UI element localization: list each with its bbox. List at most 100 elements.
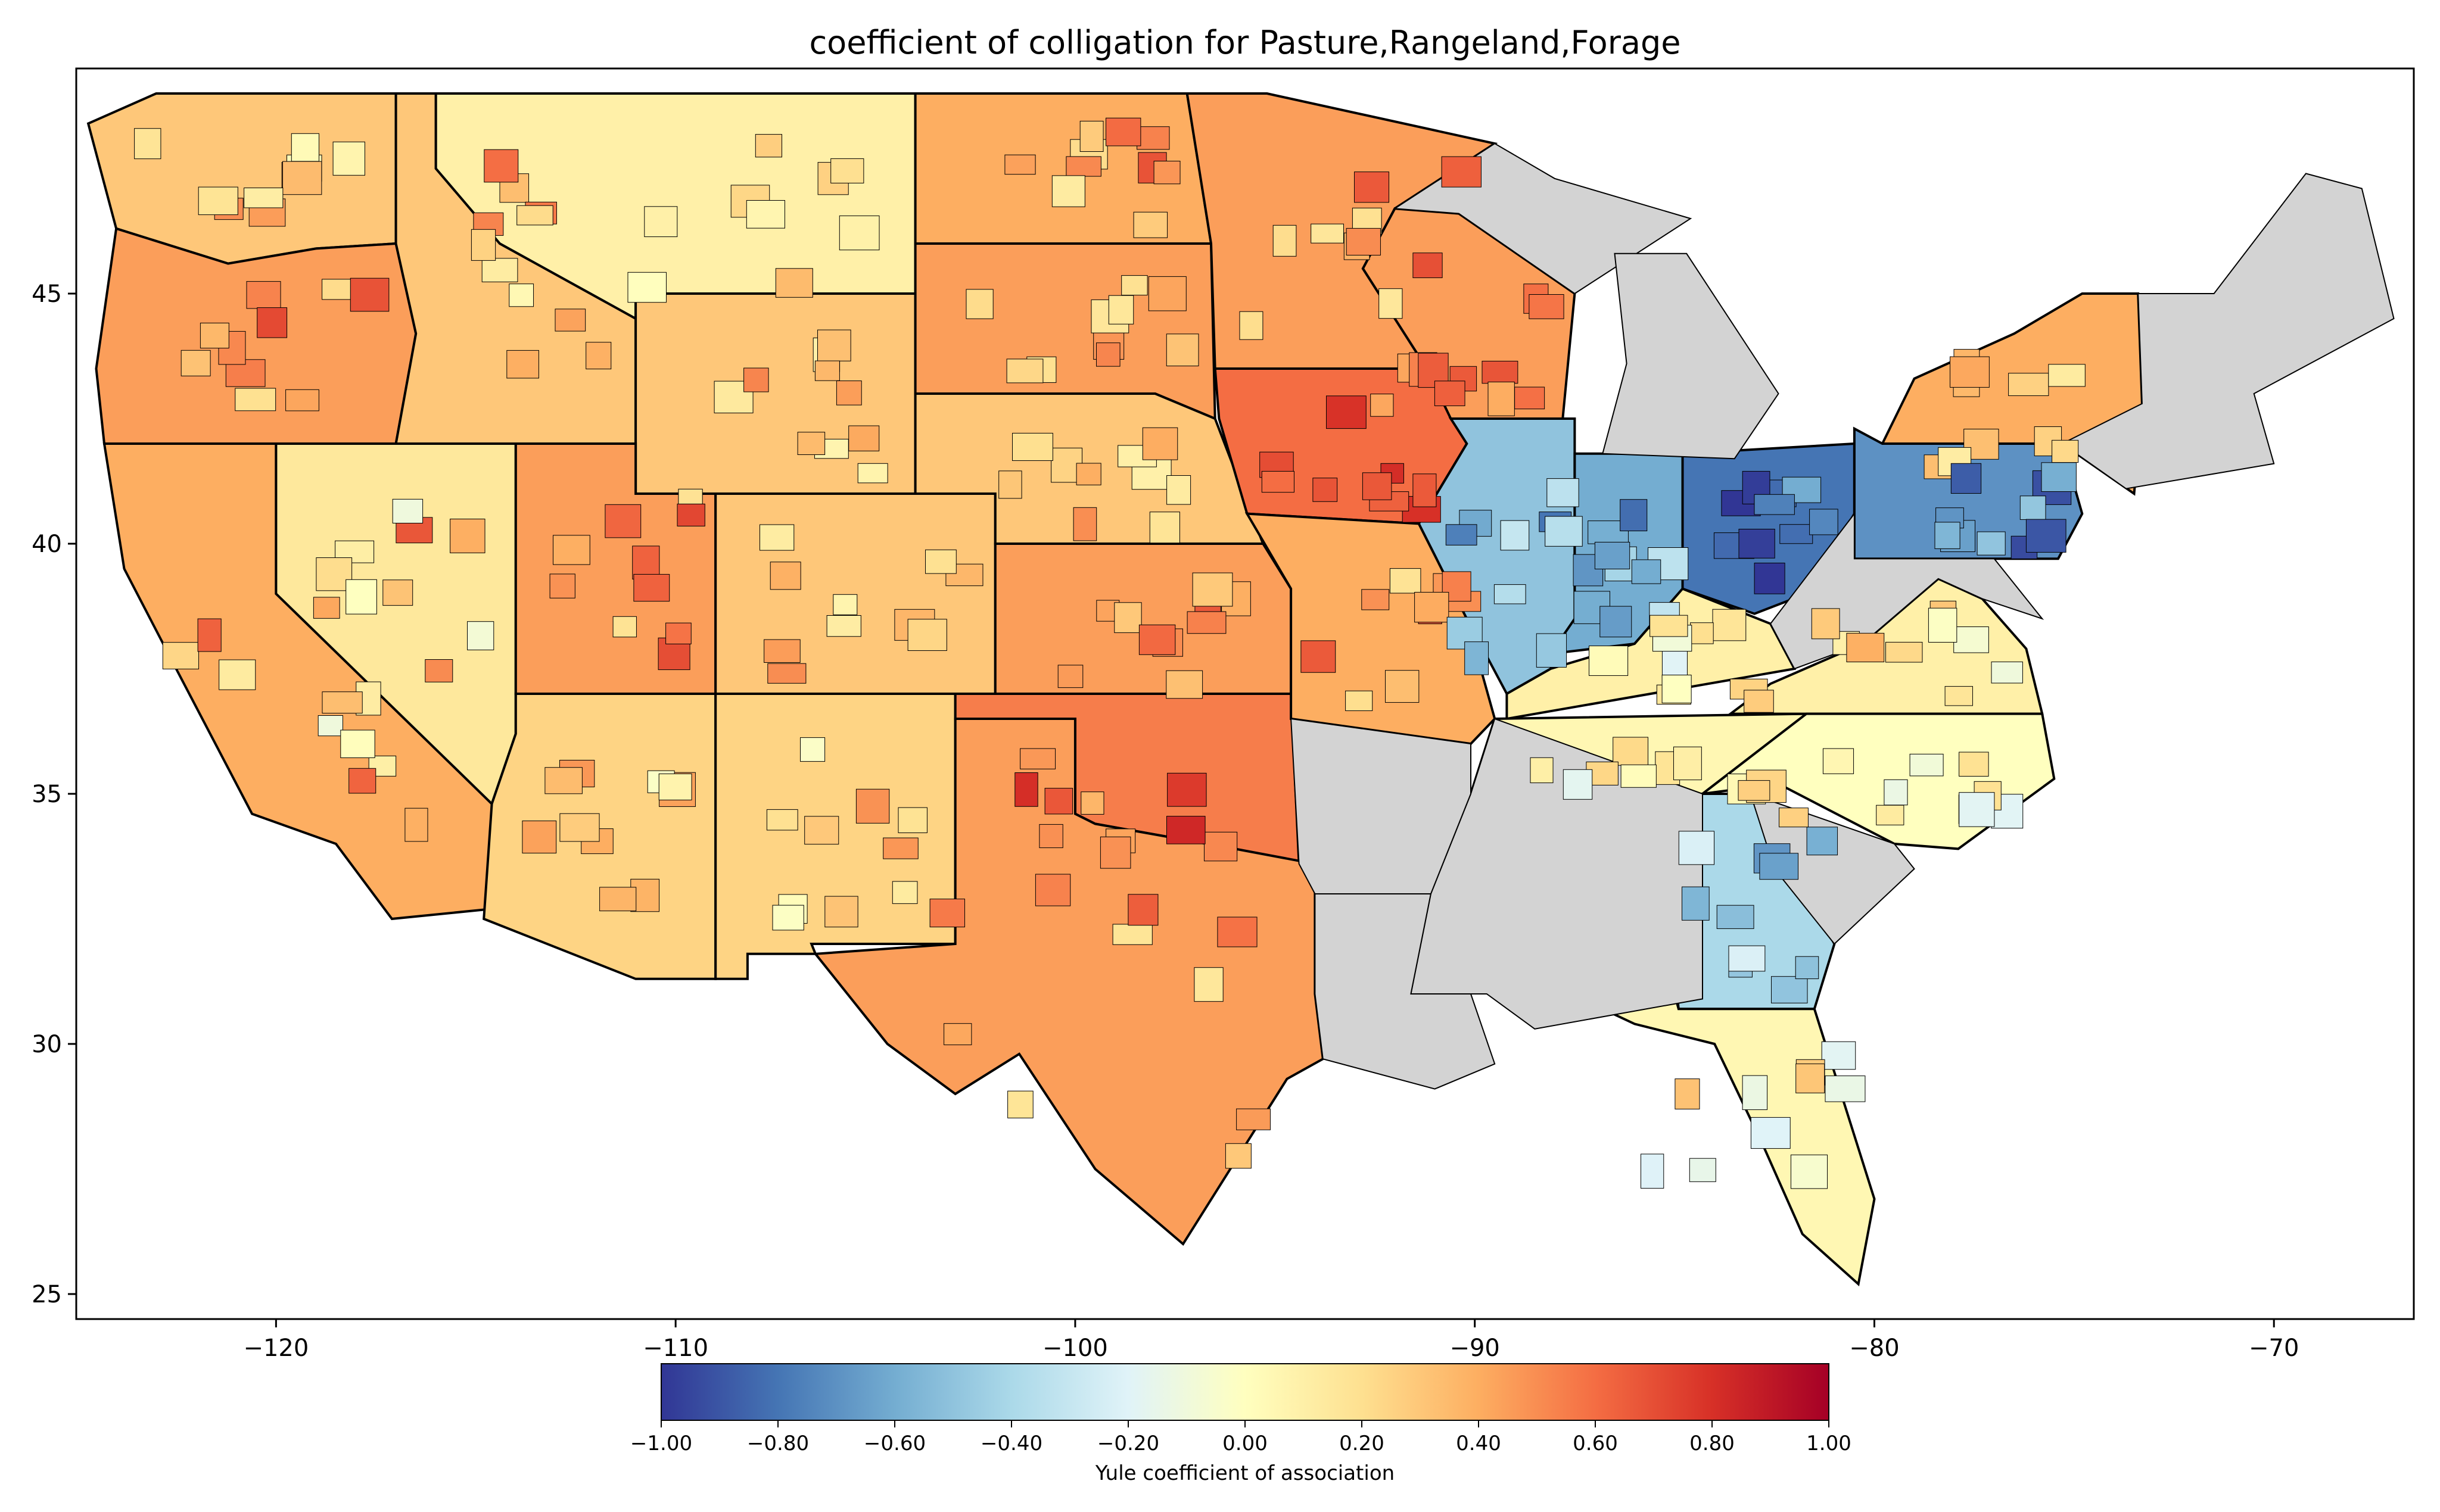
county-patch [1738, 529, 1775, 559]
colorbar-tick-label: 1.00 [1806, 1432, 1851, 1455]
county-patch [1108, 295, 1134, 325]
x-tick-label: −90 [1449, 1335, 1499, 1362]
county-patch [1354, 172, 1390, 203]
colorbar-tick-label: −0.40 [981, 1432, 1042, 1455]
county-patch [1142, 427, 1178, 460]
colorbar-tick-label: 0.20 [1339, 1432, 1384, 1455]
county-patch [1977, 531, 2006, 556]
y-tick-label: 45 [32, 280, 62, 308]
county-patch [1742, 1075, 1768, 1110]
county-patch [1950, 463, 1982, 494]
state-region-texas [813, 718, 1324, 1246]
county-patch [1493, 584, 1526, 604]
y-axis-ticks: 25 30 35 40 45 [32, 280, 76, 1308]
county-patch [318, 715, 343, 737]
state-regions [86, 92, 2395, 1287]
county-patch [1563, 769, 1593, 800]
county-patch [1909, 753, 1944, 777]
county-patch [197, 618, 222, 652]
county-patch [1006, 358, 1044, 384]
county-patch [848, 425, 880, 451]
county-patch [1759, 853, 1799, 880]
county-patch [1950, 356, 1990, 388]
county-patch [586, 342, 612, 370]
county-patch [1546, 478, 1579, 507]
county-patch [677, 503, 705, 526]
county-patch [1272, 225, 1297, 257]
county-patch [1004, 154, 1036, 175]
county-patch [1822, 748, 1854, 774]
x-tick-label: −120 [243, 1335, 309, 1362]
y-tick-label: 30 [32, 1031, 62, 1058]
county-patch [1114, 602, 1142, 633]
county-patch [1991, 794, 2024, 829]
county-patch [481, 258, 518, 282]
county-patch [1300, 640, 1336, 673]
county-patch [633, 573, 670, 602]
county-patch [1225, 1143, 1252, 1169]
county-patch [549, 573, 575, 598]
county-patch [1414, 592, 1449, 623]
county-patch [817, 329, 851, 361]
county-patch [1166, 816, 1206, 844]
county-patch [506, 350, 539, 379]
county-patch [767, 663, 807, 684]
county-patch [553, 535, 590, 565]
county-patch [1716, 905, 1754, 929]
county-patch [1378, 288, 1403, 319]
county-patch [658, 773, 692, 800]
county-patch [2019, 495, 2046, 520]
county-patch [1589, 646, 1629, 676]
county-patch [1261, 470, 1294, 493]
county-patch [1744, 690, 1774, 713]
county-patch [348, 768, 376, 794]
county-patch [235, 388, 276, 411]
county-patch [1035, 874, 1071, 906]
county-patch [1312, 478, 1338, 502]
county-patch [1795, 1063, 1825, 1093]
county-patch [814, 360, 840, 381]
county-patch [404, 808, 428, 842]
county-patch [1012, 432, 1053, 461]
county-patch [322, 691, 363, 714]
county-patch [1217, 916, 1258, 947]
county-patch [134, 128, 161, 160]
county-patch [1809, 509, 1838, 535]
county-patch [1166, 670, 1203, 699]
axes-frame [75, 67, 2415, 1320]
no-data-region [1290, 718, 1471, 894]
county-patch [2041, 462, 2077, 492]
colorbar-ticks: −1.00 −0.80 −0.60 −0.40 −0.20 0.00 0.20 0.40 0.6… [630, 1420, 1851, 1455]
county-patch [770, 562, 801, 590]
county-patch [2008, 373, 2049, 396]
county-patch [257, 307, 288, 338]
county-patch [1806, 827, 1838, 856]
county-patch [898, 807, 928, 833]
county-patch [544, 767, 583, 794]
county-patch [1811, 608, 1840, 640]
county-patch [892, 881, 918, 904]
county-patch [1821, 1041, 1856, 1070]
colorbar: −1.00 −0.80 −0.60 −0.40 −0.20 0.00 0.20 0.40 0.6… [630, 1363, 1851, 1485]
colorbar-tick-label: −0.60 [864, 1432, 926, 1455]
county-patch [755, 134, 783, 158]
county-patch [1959, 752, 1989, 777]
x-tick-label: −100 [1042, 1335, 1108, 1362]
county-patch [966, 289, 994, 319]
county-patch [1112, 924, 1153, 945]
county-patch [1991, 661, 2023, 684]
county-patch [1771, 976, 1808, 1003]
county-patch [1673, 746, 1702, 781]
state-region-oregon [95, 227, 418, 445]
county-patch [1166, 333, 1199, 367]
county-patch [1885, 641, 1923, 663]
county-patch [392, 498, 424, 523]
county-patch [282, 161, 322, 195]
county-patch [760, 524, 795, 551]
colorbar-tick-label: 0.60 [1573, 1432, 1618, 1455]
x-axis-ticks: −120 −110 −100 −90 −80 −70 [243, 1319, 2299, 1362]
county-patch [1682, 886, 1710, 921]
county-patch [450, 519, 485, 553]
county-patch [665, 622, 692, 644]
county-patch [1148, 276, 1187, 311]
